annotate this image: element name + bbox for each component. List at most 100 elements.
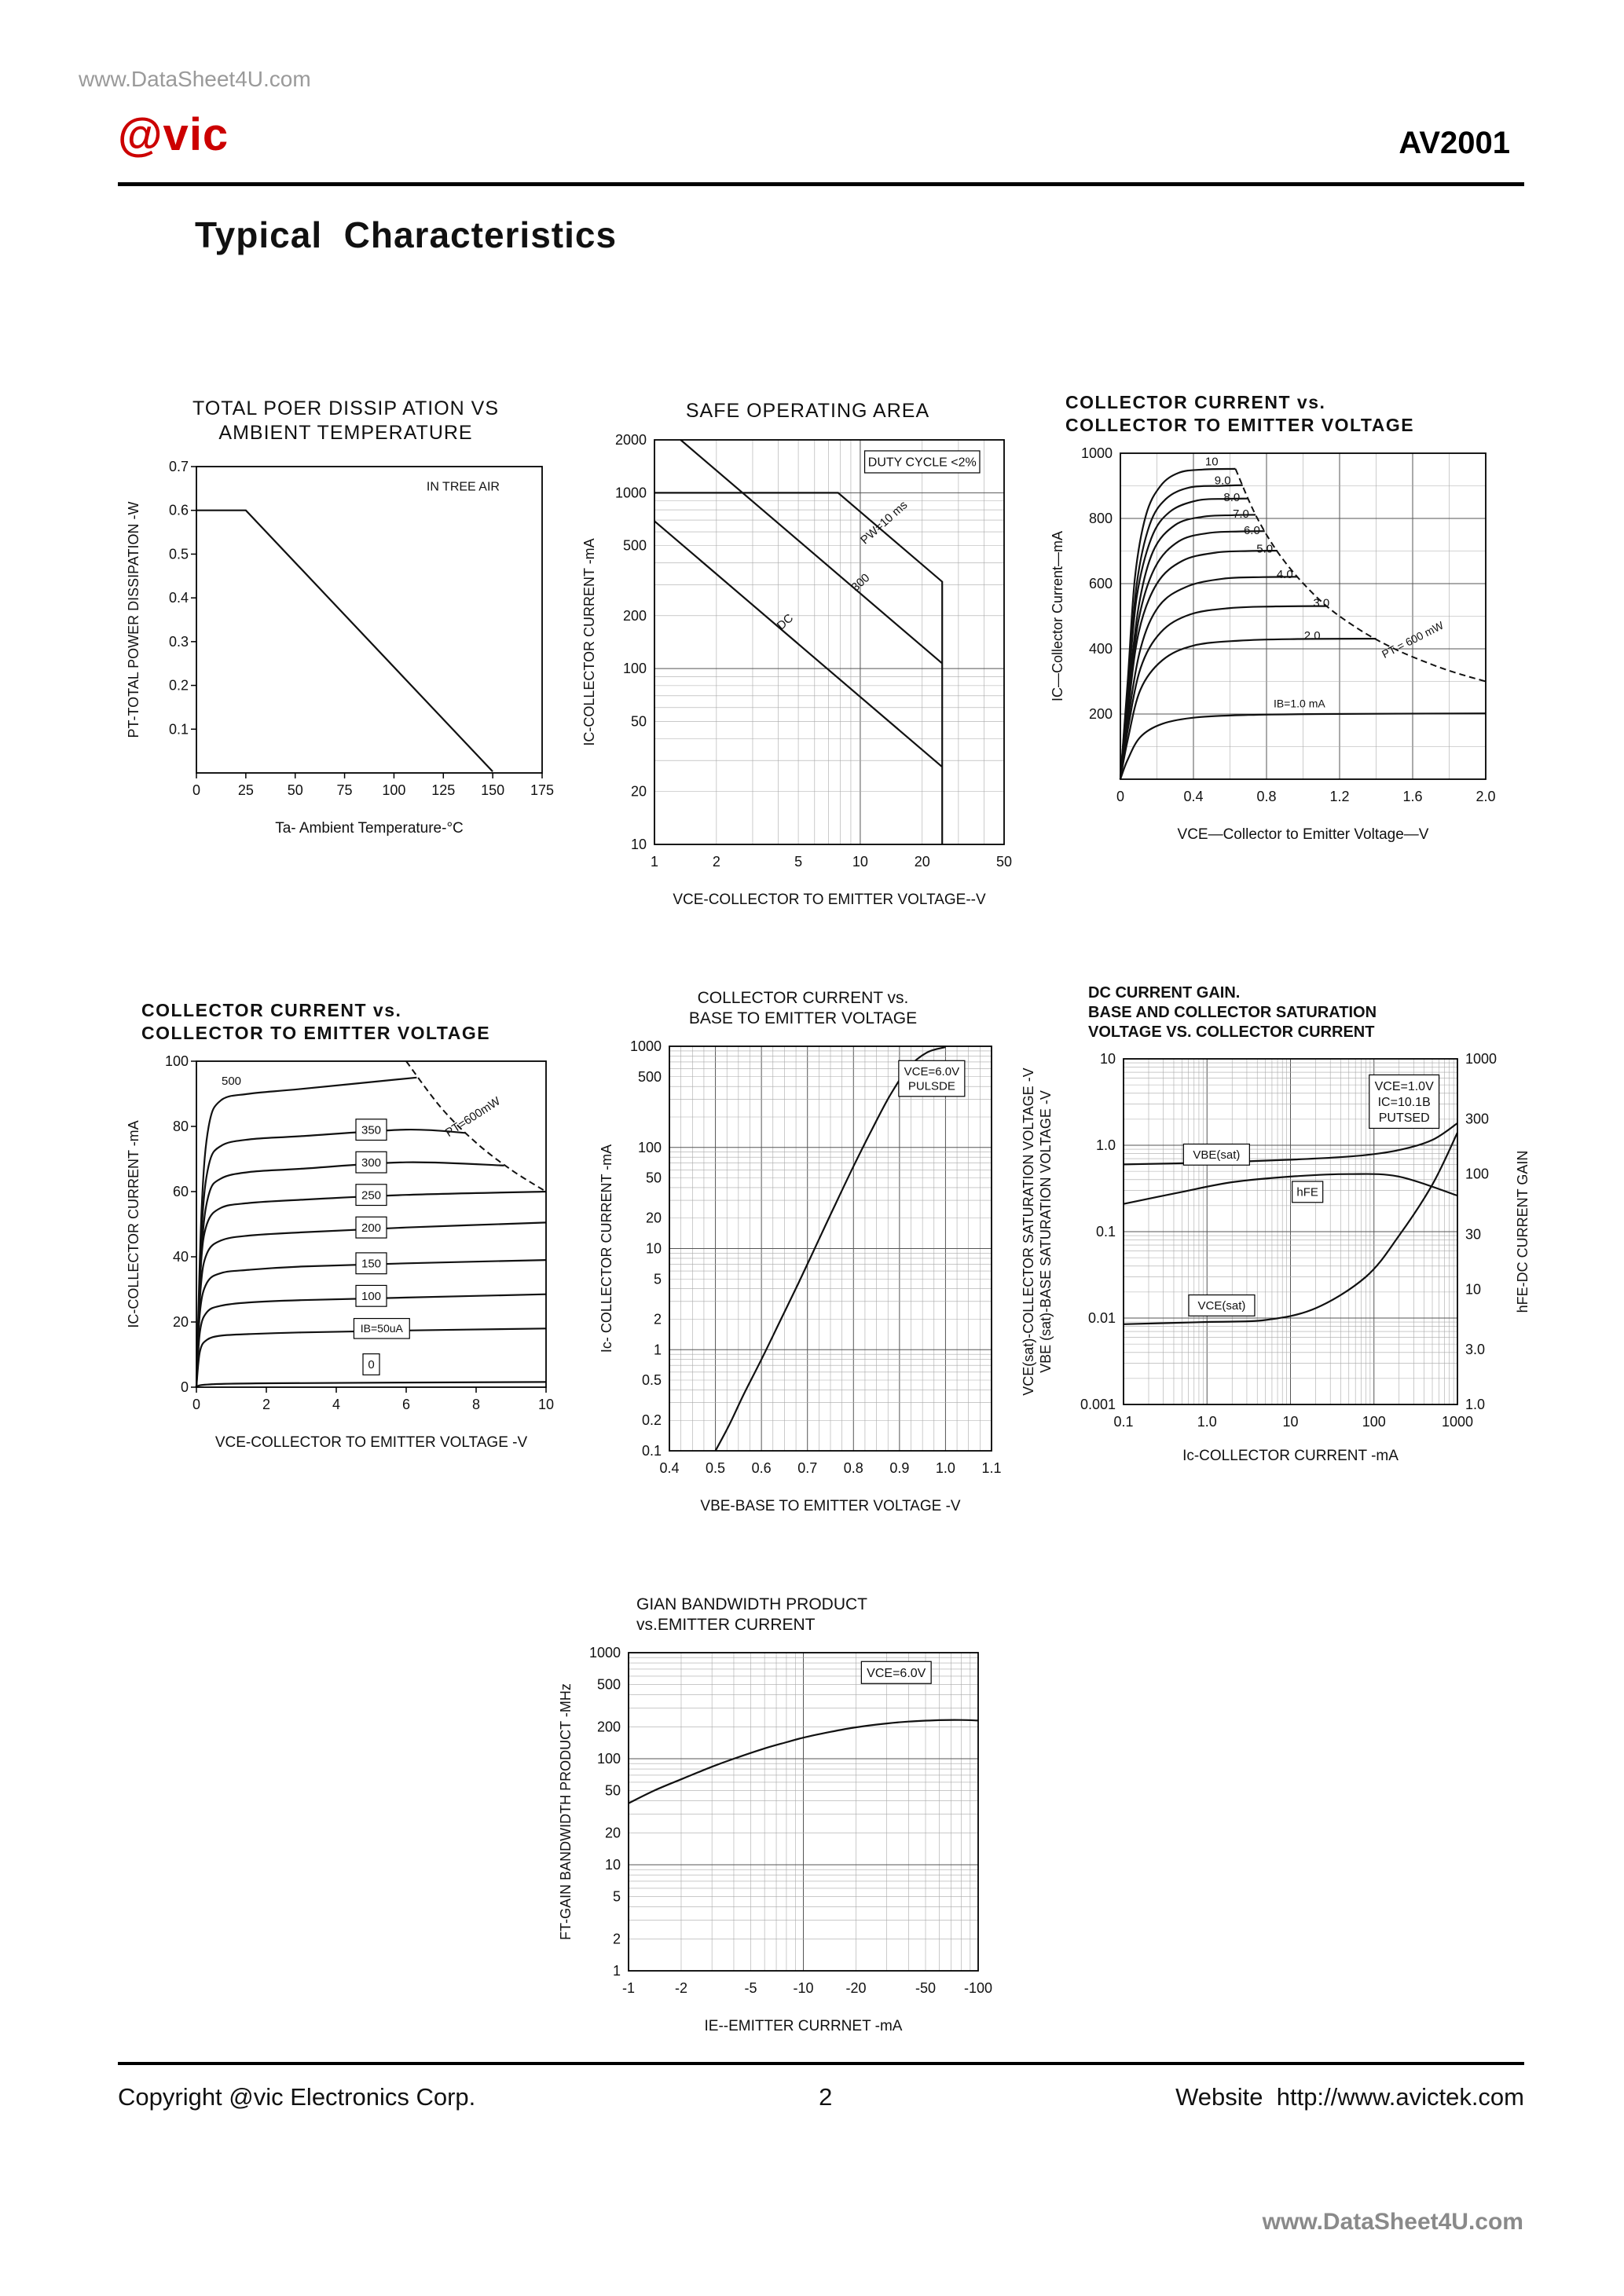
svg-text:1000: 1000 — [1081, 445, 1113, 461]
svg-text:Ic- COLLECTOR CURRENT -mA: Ic- COLLECTOR CURRENT -mA — [599, 1144, 614, 1352]
svg-text:0.4: 0.4 — [1183, 789, 1203, 804]
chart-svg: 0.1 1.0 10 100 1000 10 1.0 0.1 0.01 0.001 1000 300 1… — [1021, 1051, 1531, 1464]
chart-safe-operating-area: SAFE OPERATING AREA 1 2 5 10 20 50 10 20 50 100 20… — [572, 399, 1043, 919]
svg-text:100: 100 — [1362, 1414, 1386, 1430]
svg-text:2: 2 — [654, 1311, 662, 1327]
svg-text:7.0: 7.0 — [1233, 507, 1249, 521]
svg-text:1.2: 1.2 — [1329, 789, 1349, 804]
footer-page-number: 2 — [819, 2083, 833, 2111]
svg-text:VCE(sat): VCE(sat) — [1198, 1299, 1246, 1313]
svg-text:1.1: 1.1 — [981, 1460, 1001, 1476]
svg-text:DC: DC — [775, 612, 797, 633]
svg-text:20: 20 — [915, 854, 930, 870]
svg-text:0: 0 — [192, 782, 200, 798]
svg-text:0: 0 — [192, 1397, 200, 1412]
svg-text:400: 400 — [1089, 641, 1113, 657]
svg-text:0.5: 0.5 — [642, 1372, 662, 1388]
svg-text:2: 2 — [262, 1397, 270, 1412]
svg-text:0.7: 0.7 — [169, 459, 189, 474]
svg-text:-50: -50 — [915, 1980, 936, 1996]
chart-plot-ic-vbe: 0.4 0.5 0.6 0.7 0.8 0.9 1.0 1.1 1000 500 100 50 20 10… — [591, 1034, 1015, 1525]
svg-text:10: 10 — [1205, 455, 1219, 468]
svg-text:1: 1 — [651, 854, 658, 870]
footer-rule — [118, 2062, 1524, 2065]
chart-title: DC CURRENT GAIN. BASE AND COLLECTOR SATU… — [1088, 984, 1377, 1041]
svg-text:175: 175 — [530, 782, 554, 798]
watermark-bottom: www.DataSheet4U.com — [1262, 2209, 1523, 2235]
chart-plot-total-power: 0 25 50 75 100 125 150 175 0.1 0.2 0.3 0.4 0.5 0.6 0.7… — [118, 451, 574, 848]
svg-text:5: 5 — [613, 1888, 621, 1904]
svg-text:0.1: 0.1 — [169, 721, 189, 737]
svg-text:2.0: 2.0 — [1476, 789, 1495, 804]
svg-text:0.7: 0.7 — [797, 1460, 817, 1476]
svg-text:VCE—Collector to Emitter Volta: VCE—Collector to Emitter Voltage—V — [1178, 826, 1429, 843]
svg-text:6.0: 6.0 — [1244, 523, 1260, 536]
svg-text:-2: -2 — [675, 1980, 687, 1996]
svg-text:500: 500 — [638, 1068, 662, 1084]
svg-text:0.1: 0.1 — [1113, 1414, 1133, 1430]
svg-text:Ta- Ambient Temperature-°C: Ta- Ambient Temperature-°C — [275, 820, 464, 837]
svg-text:10: 10 — [852, 854, 868, 870]
svg-text:1: 1 — [613, 1963, 621, 1979]
svg-text:DUTY CYCLE <2%: DUTY CYCLE <2% — [868, 456, 977, 470]
svg-text:-1: -1 — [622, 1980, 635, 1996]
footer-copyright: Copyright @vic Electronics Corp. — [118, 2083, 476, 2111]
chart-svg: 0.4 0.5 0.6 0.7 0.8 0.9 1.0 1.11000500100502010… — [599, 1038, 1002, 1514]
part-number: AV2001 — [1399, 126, 1510, 160]
svg-text:20: 20 — [631, 784, 647, 800]
svg-text:50: 50 — [631, 714, 647, 730]
svg-text:VCE=1.0V: VCE=1.0V — [1375, 1080, 1434, 1093]
svg-text:200: 200 — [1089, 706, 1113, 722]
svg-text:100: 100 — [597, 1751, 621, 1767]
svg-text:1000: 1000 — [589, 1645, 621, 1661]
svg-text:100: 100 — [638, 1139, 662, 1155]
svg-text:5.0: 5.0 — [1256, 542, 1273, 555]
header-rule — [118, 182, 1524, 186]
svg-text:0.2: 0.2 — [169, 677, 189, 693]
svg-text:500: 500 — [222, 1075, 241, 1088]
chart-plot-soa: 1 2 5 10 20 50 10 20 50 100 200 500 1000 2000 VCE-COLL… — [572, 428, 1043, 919]
footer-website: Website http://www.avictek.com — [1175, 2083, 1524, 2111]
svg-text:0.5: 0.5 — [169, 546, 189, 562]
chart-ic-vs-vce-100: COLLECTOR CURRENT vs. COLLECTOR TO EMITT… — [118, 999, 574, 1462]
svg-text:2: 2 — [613, 1931, 621, 1946]
svg-text:50: 50 — [288, 782, 303, 798]
svg-text:0.001: 0.001 — [1080, 1397, 1116, 1412]
svg-text:25: 25 — [238, 782, 254, 798]
svg-text:100: 100 — [165, 1053, 189, 1069]
svg-text:-5: -5 — [745, 1980, 757, 1996]
svg-text:1000: 1000 — [630, 1038, 662, 1054]
svg-text:100: 100 — [1465, 1166, 1489, 1182]
chart-title: TOTAL POER DISSIP ATION VS AMBIENT TEMPE… — [192, 397, 499, 445]
svg-text:PT=600mW: PT=600mW — [443, 1093, 504, 1139]
svg-text:50: 50 — [996, 854, 1012, 870]
svg-text:10: 10 — [1100, 1051, 1116, 1067]
svg-text:FT-GAIN BANDWIDTH PRODUCT -MHz: FT-GAIN BANDWIDTH PRODUCT -MHz — [558, 1683, 574, 1940]
svg-text:30: 30 — [1465, 1226, 1481, 1242]
svg-text:1.0: 1.0 — [1197, 1414, 1217, 1430]
svg-text:0.6: 0.6 — [752, 1460, 772, 1476]
svg-text:600: 600 — [1089, 576, 1113, 591]
svg-text:250: 250 — [361, 1188, 381, 1202]
svg-text:PT-TOTAL POWER DISSIPATION -W: PT-TOTAL POWER DISSIPATION -W — [126, 501, 141, 738]
svg-text:4: 4 — [332, 1397, 340, 1412]
svg-text:350: 350 — [361, 1123, 381, 1137]
svg-text:IN TREE AIR: IN TREE AIR — [427, 480, 500, 493]
svg-text:100: 100 — [382, 782, 405, 798]
svg-text:VBE-BASE TO EMITTER VOLTAGE -V: VBE-BASE TO EMITTER VOLTAGE -V — [700, 1498, 960, 1514]
svg-text:0: 0 — [368, 1358, 374, 1371]
chart-title: COLLECTOR CURRENT vs. COLLECTOR TO EMITT… — [1065, 392, 1415, 435]
svg-text:10: 10 — [1282, 1414, 1298, 1430]
svg-text:0.1: 0.1 — [1096, 1224, 1116, 1240]
svg-text:200: 200 — [623, 608, 647, 624]
svg-text:VBE (sat)-BASE SATURATION VOLT: VBE (sat)-BASE SATURATION VOLTAGE -V — [1038, 1090, 1054, 1373]
svg-text:IB=50uA: IB=50uA — [361, 1322, 404, 1335]
svg-text:8.0: 8.0 — [1223, 490, 1240, 504]
watermark-top: www.DataSheet4U.com — [79, 67, 311, 91]
svg-text:300: 300 — [361, 1155, 381, 1169]
svg-text:-20: -20 — [845, 1980, 866, 1996]
svg-text:0.4: 0.4 — [169, 590, 189, 606]
svg-text:3.0: 3.0 — [1313, 596, 1329, 610]
